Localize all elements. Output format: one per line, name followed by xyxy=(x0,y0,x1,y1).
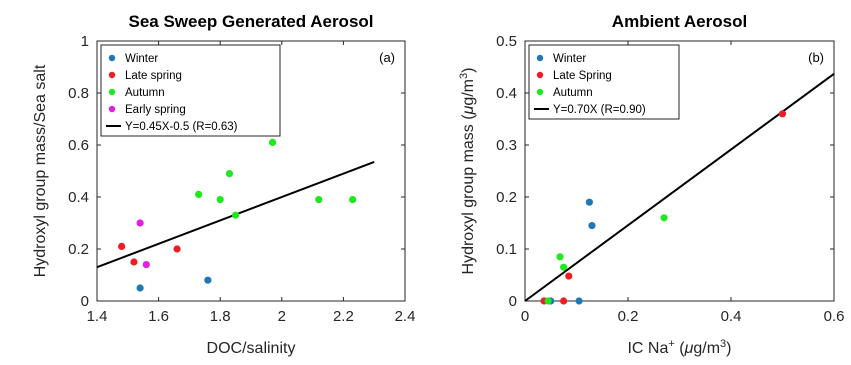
legend-marker xyxy=(536,54,544,62)
data-point-autumn xyxy=(216,196,224,204)
legend-entry-label: Autumn xyxy=(553,87,593,99)
x-axis-label-part: DOC/salinity xyxy=(207,340,296,357)
data-point-winter xyxy=(588,222,596,230)
y-tick-label: 1 xyxy=(81,33,89,50)
x-tick-label: 0.4 xyxy=(721,308,742,325)
x-tick-label: 2.2 xyxy=(333,308,354,325)
x-tick-label: 2.4 xyxy=(395,308,416,325)
legend-marker xyxy=(536,88,544,96)
data-point-winter xyxy=(575,297,583,305)
data-point-late-spring xyxy=(778,110,787,118)
legend-box xyxy=(100,44,281,137)
data-point-autumn xyxy=(556,253,564,261)
x-tick-label: 0.6 xyxy=(824,308,845,325)
data-point-autumn xyxy=(195,190,203,198)
x-tick-label: 0.2 xyxy=(618,308,639,325)
legend-entry-label: Late Spring xyxy=(553,70,612,82)
data-point-autumn xyxy=(268,138,277,146)
data-point-autumn xyxy=(232,211,240,219)
data-point-late-spring xyxy=(173,245,181,253)
data-point-winter xyxy=(204,276,212,284)
legend-marker xyxy=(536,71,544,79)
legend-entry-label: Winter xyxy=(553,53,586,65)
data-point-late-spring xyxy=(560,297,568,305)
y-tick-label: 0.3 xyxy=(496,137,517,154)
data-point-winter xyxy=(136,284,144,292)
legend-entry-label: Early spring xyxy=(125,104,186,116)
x-axis-label-part: ) xyxy=(726,340,731,357)
x-axis-label-part: μ xyxy=(684,340,694,357)
chart-title: Sea Sweep Generated Aerosol xyxy=(128,12,373,31)
data-point-autumn xyxy=(544,297,552,305)
x-axis-label-part: IC Na xyxy=(627,340,668,357)
legend-box xyxy=(528,44,680,120)
panel-label: (b) xyxy=(808,50,824,65)
data-point-autumn xyxy=(315,196,323,204)
data-point-late-spring xyxy=(118,242,126,250)
x-axis-label-part: g/m xyxy=(693,340,720,357)
y-axis-label-part: g/m xyxy=(460,79,477,106)
y-tick-label: 0.1 xyxy=(496,241,517,258)
y-axis-label-part: Hydroxyl group mass ( xyxy=(460,114,477,275)
data-point-autumn xyxy=(660,214,668,222)
y-tick-label: 0.4 xyxy=(496,85,517,102)
y-tick-label: 0.2 xyxy=(496,189,517,206)
legend-entry-label: Late spring xyxy=(125,70,182,82)
y-axis-label: Hydroxyl group mass (μg/m3) xyxy=(458,68,477,275)
data-point-autumn xyxy=(560,263,568,271)
x-axis-label-part: ( xyxy=(675,340,685,357)
y-tick-label: 0.8 xyxy=(68,85,89,102)
y-axis-label-part: Hydroxyl group mass/Sea salt xyxy=(32,64,49,277)
x-axis-label-part: + xyxy=(668,338,674,350)
x-tick-label: 1.4 xyxy=(87,308,108,325)
y-axis-label-part: μ xyxy=(460,105,477,115)
data-point-early-spring xyxy=(136,219,144,227)
data-point-autumn xyxy=(225,170,234,178)
y-tick-label: 0.4 xyxy=(68,189,89,206)
x-axis-label: IC Na+ (μg/m3) xyxy=(627,338,731,357)
y-tick-label: 0.5 xyxy=(496,33,517,50)
x-tick-label: 0 xyxy=(521,308,529,325)
legend-marker xyxy=(108,88,116,96)
legend-marker xyxy=(108,105,116,113)
x-axis-label: DOC/salinity xyxy=(207,340,296,357)
data-point-late-spring xyxy=(565,272,573,280)
chart-title: Ambient Aerosol xyxy=(612,12,747,31)
legend: Winter Late Spring Autumn Y=0.70X (R=0.90) xyxy=(528,44,680,120)
y-axis-label-part: 3 xyxy=(458,73,470,79)
panel-label: (a) xyxy=(379,50,395,65)
data-point-winter xyxy=(585,198,593,206)
y-tick-label: 0 xyxy=(509,293,517,310)
data-point-autumn xyxy=(349,196,357,204)
y-tick-label: 0.6 xyxy=(68,137,89,154)
legend: Winter Late spring Autumn Early spring Y=0.4… xyxy=(100,44,281,137)
y-axis-label-part: ) xyxy=(460,68,477,73)
legend-fit-label: Y=0.70X (R=0.90) xyxy=(553,104,646,116)
data-point-late-spring xyxy=(130,258,138,266)
y-tick-label: 0 xyxy=(81,293,89,310)
x-tick-label: 1.6 xyxy=(148,308,169,325)
chart-panel-a: 1.4 1.6 1.8 2 2.2 2.4 0 0.2 0.4 0.6 0.8 1 Sea Sweep … xyxy=(32,12,415,357)
x-tick-label: 1.8 xyxy=(210,308,231,325)
legend-marker xyxy=(108,71,116,79)
x-tick-label: 2 xyxy=(278,308,286,325)
x-axis-label-part: 3 xyxy=(720,338,726,350)
legend-fit-label: Y=0.45X-0.5 (R=0.63) xyxy=(125,121,238,133)
legend-entry-label: Winter xyxy=(125,53,158,65)
chart-panel-b: 0 0.2 0.4 0.6 0 0.1 0.2 0.3 0.4 0.5 Ambient Aeroso… xyxy=(458,12,844,357)
y-tick-label: 0.2 xyxy=(68,241,89,258)
legend-marker xyxy=(108,54,116,62)
data-point-early-spring xyxy=(142,261,150,269)
legend-entry-label: Autumn xyxy=(125,87,165,99)
y-axis-label: Hydroxyl group mass/Sea salt xyxy=(32,64,49,277)
